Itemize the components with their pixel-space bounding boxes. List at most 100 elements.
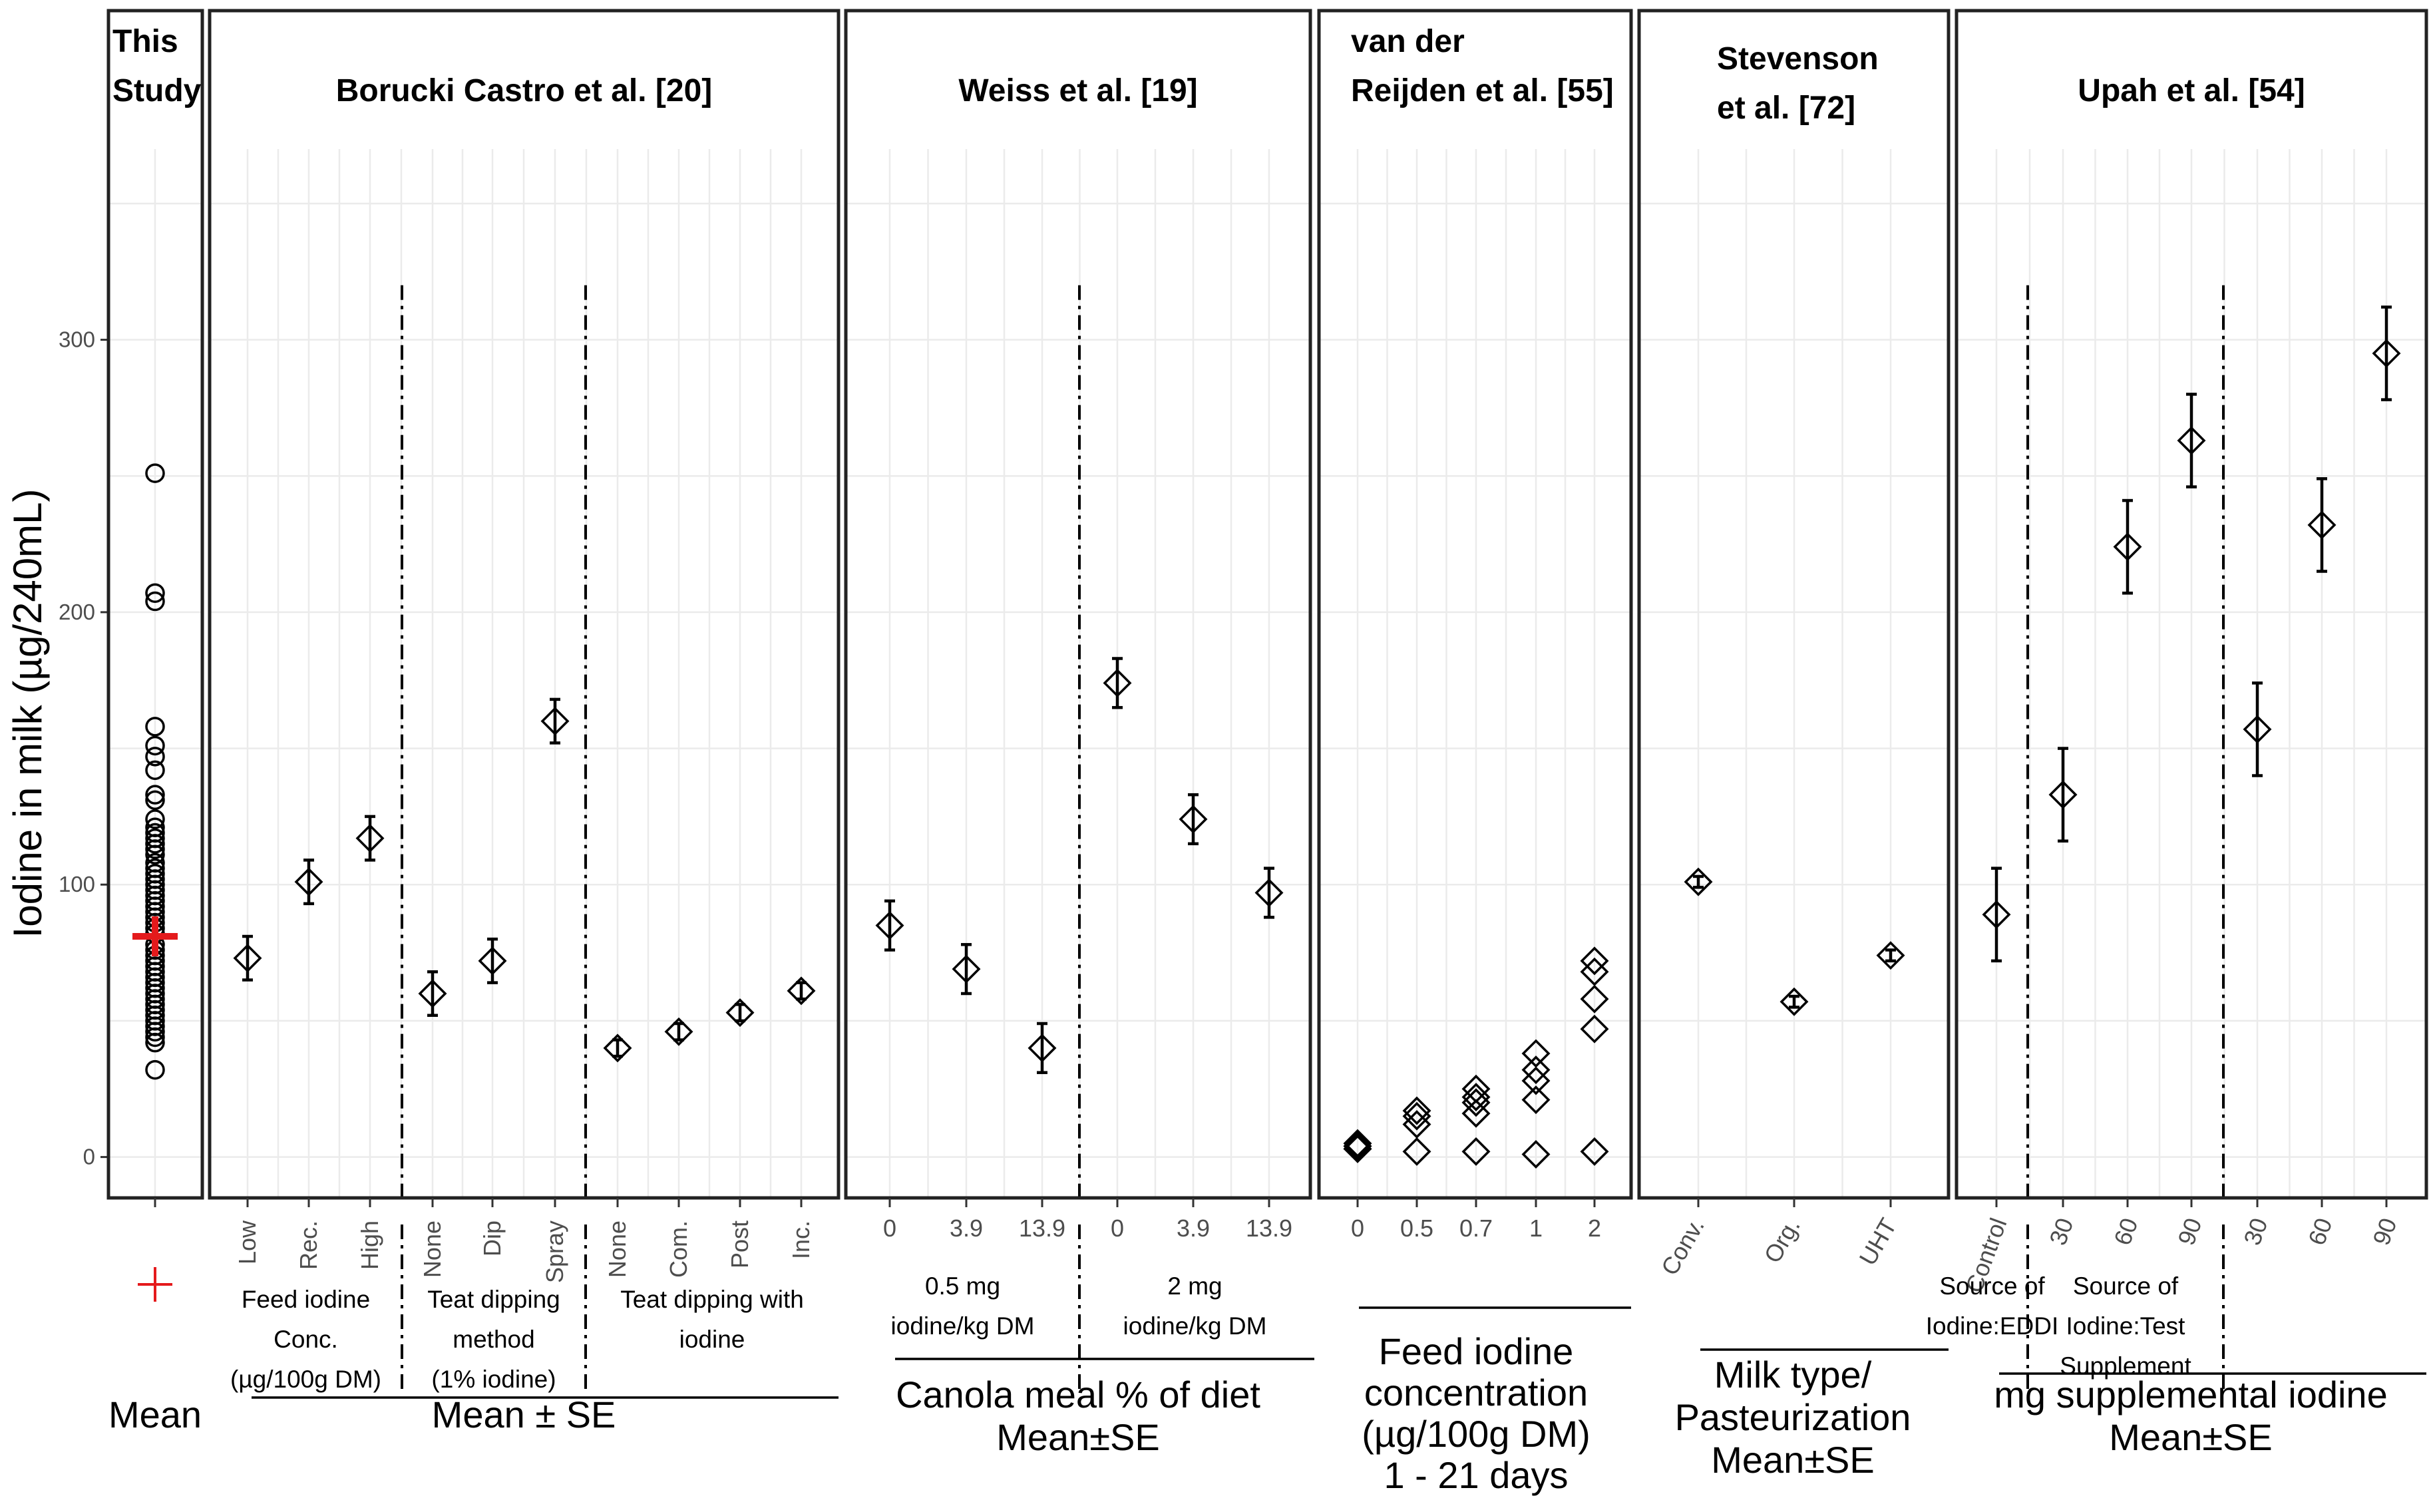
frame-layer [100,9,2428,1399]
panel-bottom-label: (µg/100g DM) [1362,1413,1591,1455]
data-point-diamond [787,976,816,1006]
x-tick-label: 3.9 [950,1215,983,1242]
data-point-diamond [725,998,755,1028]
data-point-diamond [1521,1066,1551,1095]
data-point-diamond [1402,1101,1431,1131]
error-bar [242,934,253,982]
data-point-diamond [1461,1137,1491,1166]
data-point-diamond [1343,1129,1372,1158]
x-tick-label: Com. [665,1221,692,1278]
error-bar [550,697,560,745]
x-tick-label: Conv. [1656,1214,1710,1280]
data-point-circle [145,834,165,854]
data-point-diamond [1402,1137,1431,1166]
x-tick-label: High [356,1221,383,1270]
data-point-diamond [952,954,981,984]
y-tick-label: 200 [59,600,95,624]
panel-bottom-label: Mean±SE [996,1416,1160,1458]
panel-3-marks [1343,946,1609,1169]
data-point-diamond [2307,510,2337,540]
data-point-circle [145,1022,165,1042]
data-point-diamond [1982,900,2011,929]
data-point-diamond [1779,987,1809,1016]
panel-bottom-label: Mean±SE [2109,1416,2273,1458]
error-bar [1991,866,2002,963]
error-bar [365,815,375,862]
data-point-diamond [1461,1083,1491,1112]
x-tick-label: Org. [1758,1214,1805,1268]
error-bar [2186,393,2197,488]
x-tick-label: 0 [883,1215,896,1242]
data-point-circle [145,735,165,756]
y-tick-label: 300 [59,327,95,352]
group-label: iodine [679,1326,745,1353]
panel-0-marks [132,463,178,1080]
panel-2-marks [875,657,1284,1074]
data-point-circle [145,1059,165,1080]
data-point-diamond [1580,946,1609,976]
panel-2-border [844,9,1312,1200]
data-point-diamond [2372,339,2401,368]
error-bar [303,858,314,906]
error-bar [1112,657,1123,709]
data-point-circle [145,845,165,864]
data-point-circle [145,839,165,859]
error-bar [735,1003,745,1023]
x-tick-label: Post [726,1221,753,1268]
panel-title: Borucki Castro et al. [20] [336,73,713,108]
group-label: Iodine:Test [2066,1312,2186,1340]
group-label: Teat dipping [427,1286,560,1313]
panel-bottom-label: Pasteurization [1675,1396,1911,1438]
data-point-diamond [2177,426,2206,455]
error-bar [2317,477,2327,573]
error-bar [1693,874,1704,889]
data-point-diamond [1461,1099,1491,1128]
error-bar [2381,305,2392,401]
panel-bottom-label: Feed iodine [1379,1330,1574,1372]
error-bar [796,981,807,1001]
data-point-diamond [1343,1134,1372,1163]
error-bar [673,1022,684,1041]
panel-4-marks [1684,867,1905,1016]
error-bar [2058,747,2068,843]
panel-bottom-label: concentration [1364,1372,1588,1414]
x-tick-label: 0 [1351,1215,1364,1242]
x-tick-label: 2 [1588,1215,1601,1242]
x-tick-label: 0.5 [1400,1215,1433,1242]
panel-bottom-label: Canola meal % of diet [896,1374,1260,1416]
data-point-diamond [540,707,570,736]
grid-layer [108,149,2426,1198]
data-point-circle [145,760,165,781]
panel-1-marks [233,697,816,1063]
x-tick-label: 60 [2108,1215,2143,1249]
data-point-diamond [1580,1014,1609,1043]
y-axis-label: Iodine in milk (µg/240mL) [5,489,50,938]
panel-3-border [1317,9,1633,1200]
error-bar [1264,866,1274,919]
group-label: method [453,1326,534,1353]
panel-title: Reijden et al. [55] [1351,73,1614,108]
error-bar [2122,498,2133,595]
data-point-diamond [664,1017,693,1046]
group-label: 2 mg [1167,1272,1222,1300]
y-tick-label: 0 [83,1145,95,1169]
panel-title: Stevenson [1717,41,1879,77]
data-point-diamond [233,944,262,973]
data-point-circle [145,747,165,767]
error-bar [1188,793,1199,846]
data-point-diamond [1343,1131,1372,1161]
group-label: (1% iodine) [431,1366,556,1393]
x-tick-label: Dip [478,1221,506,1256]
x-tick-label: 60 [2303,1215,2337,1249]
x-tick-label: Inc. [787,1221,815,1259]
data-point-diamond [1103,668,1132,697]
panel-bottom-label: mg supplemental iodine [1994,1374,2387,1416]
x-tick-label: 13.9 [1246,1215,1292,1242]
x-tick-label: 30 [2044,1215,2078,1249]
x-tick-label: Spray [541,1221,568,1283]
data-point-diamond [1521,1039,1551,1068]
panel-bottom-label: Milk type/ [1714,1354,1872,1396]
data-point-diamond [2048,780,2078,809]
data-point-diamond [603,1034,632,1063]
